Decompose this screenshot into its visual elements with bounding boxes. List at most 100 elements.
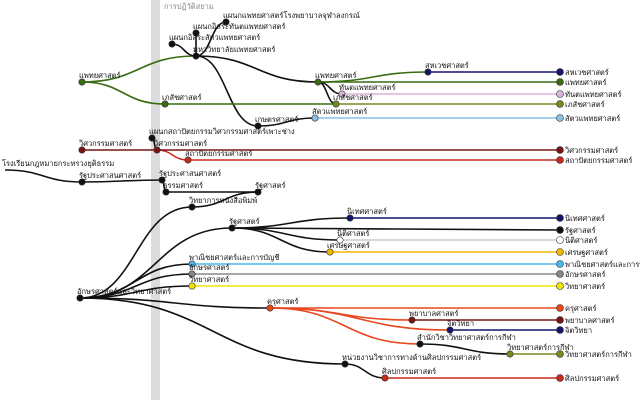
faculty-dot: [556, 90, 564, 98]
node-label: นิเทศศาสตร์: [347, 207, 387, 216]
node-dot: [381, 374, 389, 382]
edge: [419, 343, 511, 355]
faculty-dot: [556, 68, 564, 76]
node-label: รัฐประศาสนศาสตร์: [79, 171, 141, 180]
edge: [269, 307, 451, 331]
faculty-label: ทันตแพทยศาสตร์: [565, 90, 622, 99]
node-dot: [346, 214, 354, 222]
node-dot: [192, 29, 200, 37]
node-dot: [162, 188, 170, 196]
node-dot: [341, 360, 349, 368]
node-label: แพทยศาสตร์: [79, 71, 121, 80]
faculty-label: สถาปัตยกรรมศาสตร์: [565, 156, 632, 165]
node-label: ธรรมศาสตร์: [163, 181, 203, 190]
node-label: วิศวกรรมศาสตร์: [78, 139, 132, 148]
node-dot: [446, 326, 454, 334]
node-dot: [326, 248, 334, 256]
faculty-dot: [556, 236, 564, 244]
faculty-dot: [556, 100, 564, 108]
edge: [79, 297, 271, 309]
title: การปฏิวัติสยาม: [164, 2, 214, 11]
node-label: โรงเรียนกฎหมายกระทรวงยุติธรรม: [2, 159, 114, 168]
node-label: ครุศาสตร์: [267, 297, 299, 306]
node-label: สถาปัตยกรรมศาสตร์: [185, 149, 252, 158]
node-label: แผนกอิสระทันตแพทยศาสตร์: [193, 22, 286, 31]
faculty-dot: [556, 214, 564, 222]
edge: [231, 227, 331, 253]
faculty-label: นิติศาสตร์: [565, 236, 598, 245]
node-label: นิติศาสตร์: [337, 229, 370, 238]
edge: [344, 363, 386, 379]
node-label: แผนกสถาปัตยกรรมวิศวกรรมศาสตร์เพาะช่าง: [149, 127, 295, 136]
faculty-dot: [556, 156, 564, 164]
edge: [195, 55, 319, 83]
faculty-dot: [556, 226, 564, 234]
edge: [79, 206, 193, 299]
node-label: เศรษฐศาสตร์: [327, 241, 370, 250]
node-label: ทันตแพทยศาสตร์: [339, 83, 396, 92]
node-dot: [148, 134, 156, 142]
node-dot: [78, 146, 86, 154]
node-label: สหเวชศาสตร์: [425, 61, 469, 70]
edge: [81, 179, 163, 183]
node-dot: [424, 68, 432, 76]
faculty-dot: [556, 304, 564, 312]
node-label: วิทยาศาสตร์: [188, 275, 229, 284]
node-label: หน่วยงานวิชาการทางด้านศิลปกรรมศาสตร์: [342, 353, 481, 362]
node-dot: [222, 18, 230, 26]
faculty-dot: [556, 374, 564, 382]
node-dot: [408, 316, 416, 324]
edges: [4, 21, 561, 379]
node-dot: [192, 52, 200, 60]
edge: [257, 117, 316, 127]
node-dot: [188, 260, 196, 268]
node-dot: [153, 146, 161, 154]
faculty-label: เภสัชศาสตร์: [565, 100, 605, 109]
node-label: เภสัชศาสตร์: [162, 93, 202, 102]
node-label: จิตวิทยา: [446, 319, 474, 328]
node-dot: [254, 188, 262, 196]
node-label: วิทยาการหนังสือพิมพ์: [188, 196, 257, 205]
faculty-dot: [556, 78, 564, 86]
edge: [81, 55, 197, 83]
dots: สหเวชศาสตร์แพทยศาสตร์ทันตแพทยศาสตร์เภสัช…: [2, 11, 640, 383]
node-dot: [254, 122, 262, 130]
node-label: รัฐประศาสนศาสตร์: [159, 169, 221, 178]
faculty-dot: [556, 270, 564, 278]
faculty-label: อักษรศาสตร์: [565, 270, 605, 279]
node-dot: [336, 236, 344, 244]
faculty-label: พยาบาลศาสตร์: [565, 316, 615, 325]
edge: [81, 81, 166, 105]
node-label: รัฐศาสตร์: [229, 217, 260, 226]
faculty-line: [231, 227, 561, 231]
node-dot: [332, 100, 340, 108]
faculty-label: จิตวิทยา: [564, 326, 592, 335]
faculty-dot: [556, 316, 564, 324]
node-label: สัตวแพทยศาสตร์: [312, 107, 367, 116]
edge: [195, 55, 259, 127]
edge: [156, 149, 189, 161]
node-dot: [78, 178, 86, 186]
node-dot: [266, 304, 274, 312]
node-label: แผนกอิสระสัตวแพทยศาสตร์: [169, 33, 260, 42]
node-label: วิทยาศาสตร์การกีฬา: [506, 343, 574, 352]
edge: [191, 191, 259, 208]
revolution-band: [151, 0, 160, 400]
edge: [4, 169, 83, 183]
faculty-label: พาณิชยศาสตร์และการบัญชี: [565, 260, 640, 269]
faculty-dot: [556, 326, 564, 334]
node-dot: [184, 156, 192, 164]
faculty-label: ครุศาสตร์: [565, 304, 597, 313]
node-label: พาณิชยศาสตร์และการบัญชี: [189, 253, 280, 262]
node-label: อักษรศาสตร์: [189, 263, 229, 272]
node-dot: [338, 90, 346, 98]
node-dot: [158, 176, 166, 184]
faculty-dot: [556, 146, 564, 154]
faculty-dot: [556, 248, 564, 256]
node-label: มหาวิทยาลัยแพทยศาสตร์: [193, 45, 275, 54]
node-label: วิศวกรรมศาสตร์: [153, 139, 207, 148]
node-label: อักษรศาสตร์และวิทยาศาสตร์: [77, 287, 171, 296]
node-dot: [228, 224, 236, 232]
faculty-label: เศรษฐศาสตร์: [565, 248, 608, 257]
